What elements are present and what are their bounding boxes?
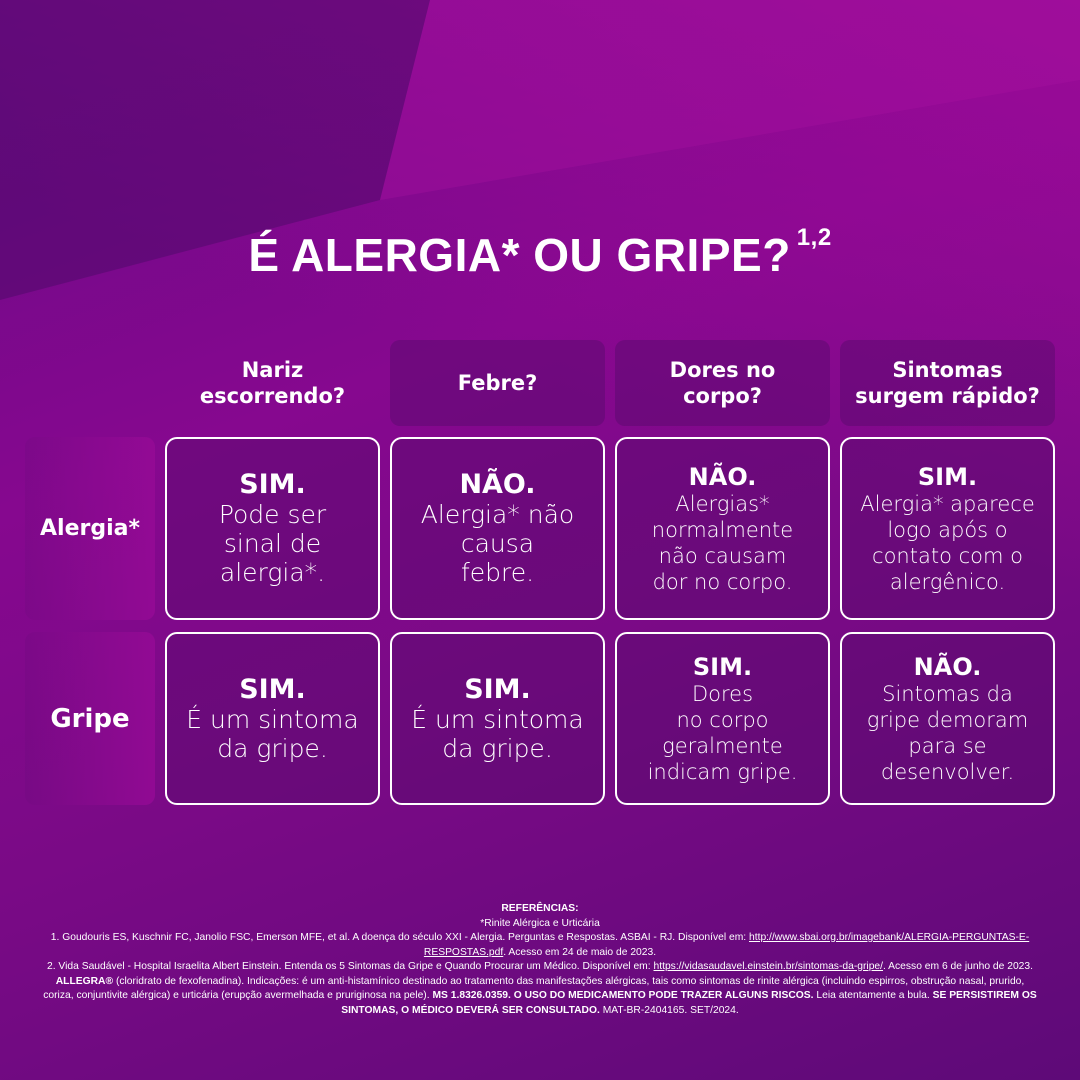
table-cell: NÃO. Alergias* normalmente não causam dor… xyxy=(615,437,830,620)
title-text: É ALERGIA* OU GRIPE? xyxy=(248,229,791,281)
reference-1-link[interactable]: http://www.sbai.org.br/imagebank/ALERGIA… xyxy=(423,932,1030,958)
cell-answer: SIM. xyxy=(239,673,306,705)
cell-explanation: Alergia* aparece logo após o contato com… xyxy=(860,491,1035,594)
cell-answer: NÃO. xyxy=(688,462,757,491)
cell-explanation: Sintomas da gripe demoram para se desenv… xyxy=(866,681,1029,784)
reference-2-text: 2. Vida Saudável - Hospital Israelita Al… xyxy=(46,961,654,972)
reference-1-access: . Acesso em 24 de maio de 2023. xyxy=(503,946,657,958)
reference-1-text: 1. Goudouris ES, Kuschnir FC, Janolio FS… xyxy=(50,932,749,943)
column-header-runny-nose: Nariz escorrendo? xyxy=(199,358,346,408)
risk-warning: MS 1.8326.0359. O USO DO MEDICAMENTO POD… xyxy=(432,990,814,1001)
column-header-body-aches: Dores no corpo? xyxy=(615,340,830,426)
consult-doctor-warning: SE PERSISTIREM OS SINTOMAS, O MÉDICO DEV… xyxy=(341,990,1037,1016)
page-title: É ALERGIA* OU GRIPE? 1,2 xyxy=(0,224,1080,282)
cell-explanation: Dores no corpo geralmente indicam gripe. xyxy=(647,681,798,784)
cell-answer: SIM. xyxy=(692,652,753,681)
table-cell: SIM. É um sintoma da gripe. xyxy=(165,632,380,805)
row-label-flu: Gripe xyxy=(25,632,155,805)
cell-explanation: Alergia* não causa febre. xyxy=(420,500,575,587)
title-superscript: 1,2 xyxy=(796,224,832,251)
reference-1: 1. Goudouris ES, Kuschnir FC, Janolio FS… xyxy=(40,931,1040,960)
legal-disclaimer: ALLEGRA® (cloridrato de fexofenadina). I… xyxy=(40,975,1040,1019)
table-cell: NÃO. Sintomas da gripe demoram para se de… xyxy=(840,632,1055,805)
cell-explanation: Alergias* normalmente não causam dor no … xyxy=(651,491,794,594)
reference-2-link[interactable]: https://vidasaudavel.einstein.br/sintoma… xyxy=(653,961,884,972)
table-cell: SIM. Alergia* aparece logo após o contato… xyxy=(840,437,1055,620)
table-cell: SIM. Dores no corpo geralmente indicam gr… xyxy=(615,632,830,805)
material-code: MAT-BR-2404165. SET/2024. xyxy=(599,1004,739,1016)
table-cell: NÃO. Alergia* não causa febre. xyxy=(390,437,605,620)
reference-2: 2. Vida Saudável - Hospital Israelita Al… xyxy=(40,960,1040,975)
references-heading: REFERÊNCIAS: xyxy=(501,903,579,914)
read-leaflet-text: Leia atentamente a bula. xyxy=(813,990,933,1001)
row-label-allergy: Alergia* xyxy=(25,437,155,620)
references: REFERÊNCIAS: *Rinite Alérgica e Urticári… xyxy=(40,902,1040,1018)
column-header-fever: Febre? xyxy=(390,340,605,426)
cell-answer: SIM. xyxy=(464,673,531,705)
cell-answer: SIM. xyxy=(239,469,306,500)
cell-explanation: É um sintoma da gripe. xyxy=(186,704,359,763)
cell-answer: NÃO. xyxy=(913,652,982,681)
cell-explanation: Pode ser sinal de alergia*. xyxy=(218,500,327,587)
table-cell: SIM. Pode ser sinal de alergia*. xyxy=(165,437,380,620)
references-footnote: *Rinite Alérgica e Urticária xyxy=(480,917,600,929)
cell-answer: SIM. xyxy=(917,462,978,491)
column-header-quick-onset: Sintomas surgem rápido? xyxy=(840,340,1055,426)
cell-answer: NÃO. xyxy=(459,469,536,500)
indications-text: (cloridrato de fexofenadina). Indicações… xyxy=(43,975,1025,1002)
table-cell: SIM. É um sintoma da gripe. xyxy=(390,632,605,805)
brand-name: ALLEGRA® xyxy=(55,975,114,987)
reference-2-access: . Acesso em 6 de junho de 2023. xyxy=(883,961,1033,972)
cell-explanation: É um sintoma da gripe. xyxy=(411,704,584,763)
